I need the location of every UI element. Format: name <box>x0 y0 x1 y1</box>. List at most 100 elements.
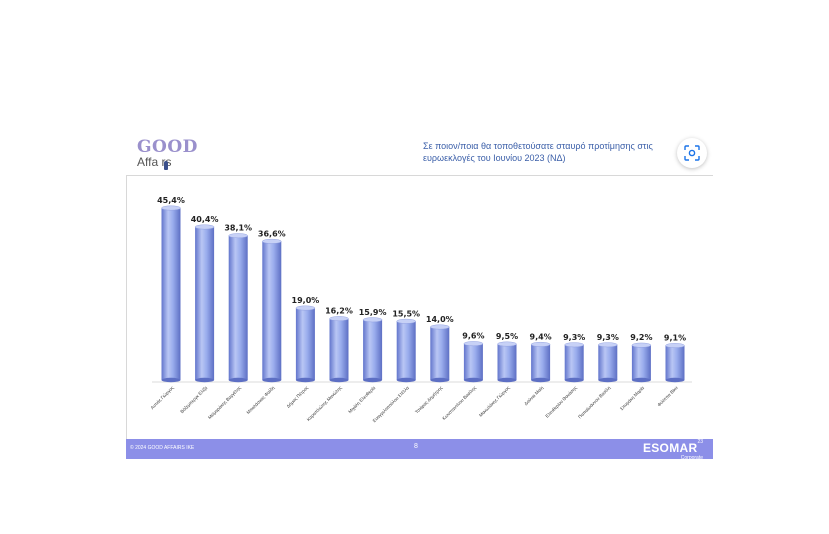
category-label-6: Καραπλιώτης Μανώλης <box>305 384 343 422</box>
bar-cap-8 <box>396 318 416 324</box>
bar-value-label-4: 36,6% <box>258 229 286 238</box>
bars-group: 45,4% Αυτιάς Γιώργος 40,4% Βόζεμπεργκ Ελίζα… <box>149 196 686 423</box>
bar-base-10 <box>463 377 483 383</box>
bar-value-label-13: 9,3% <box>563 333 585 342</box>
bar-base-16 <box>665 377 685 383</box>
logo-good-text: GOOD <box>137 137 198 157</box>
bar-value-label-5: 19,0% <box>292 296 320 305</box>
bar-cap-2 <box>194 224 215 230</box>
bar-base-5 <box>295 377 315 383</box>
bar-value-label-14: 9,3% <box>597 333 619 342</box>
bar-cap-6 <box>329 316 349 322</box>
bar-cap-11 <box>497 341 517 347</box>
bar-value-label-6: 16,2% <box>325 307 353 316</box>
left-divider <box>126 175 127 440</box>
bar-13 <box>564 344 584 380</box>
logo-pin-icon <box>164 161 168 170</box>
bar-8 <box>396 321 416 380</box>
bar-base-1 <box>161 377 181 383</box>
bar-base-8 <box>396 377 416 383</box>
bar-15 <box>631 345 651 380</box>
good-affairs-logo: GOOD Affa rs <box>137 137 217 177</box>
bar-cap-3 <box>228 233 248 239</box>
bar-cap-7 <box>362 317 383 323</box>
bar-cap-9 <box>430 324 450 330</box>
bar-base-3 <box>228 377 248 383</box>
bar-value-label-3: 38,1% <box>224 224 252 233</box>
bar-16 <box>665 345 685 380</box>
bar-base-13 <box>564 377 584 383</box>
bar-12 <box>531 344 551 380</box>
category-label-9: Τσιάρας Δημήτρης <box>413 384 444 415</box>
bar-cap-15 <box>631 342 652 348</box>
bar-cap-1 <box>161 205 181 211</box>
bar-11 <box>497 344 517 380</box>
bar-value-label-2: 40,4% <box>191 215 219 224</box>
bar-value-label-16: 9,1% <box>664 334 686 343</box>
bar-value-label-11: 9,5% <box>496 332 518 341</box>
category-label-4: Μπαλάσκας Φαίδη <box>245 384 276 415</box>
bar-value-label-8: 15,5% <box>392 309 420 318</box>
question-line-2: ευρωεκλογές του Ιουνίου 2023 (ΝΔ) <box>423 153 566 163</box>
bar-cap-13 <box>564 342 584 348</box>
category-label-11: Μανωλάκης Γιώργος <box>477 384 511 418</box>
bar-1 <box>161 208 181 380</box>
page-number: 8 <box>414 443 418 450</box>
bar-value-label-7: 15,9% <box>359 308 387 317</box>
lens-button[interactable] <box>677 138 707 168</box>
category-label-7: Μιχάλη Ελευθερία <box>347 384 377 414</box>
bar-value-label-10: 9,6% <box>462 332 484 341</box>
category-label-3: Μεϊμαράκης Βαγγέλης <box>206 384 242 420</box>
bar-2 <box>195 226 215 380</box>
bar-cap-10 <box>463 341 484 347</box>
bar-base-15 <box>631 377 651 383</box>
bar-9 <box>430 326 450 380</box>
category-label-14: Παπαϊωάννου Βασίλη <box>577 384 612 419</box>
category-label-16: Φιλίππα Βίκυ <box>656 385 679 408</box>
bar-base-4 <box>262 377 282 383</box>
category-label-1: Αυτιάς Γιώργος <box>149 384 175 410</box>
bar-10 <box>463 343 483 380</box>
question-title: Σε ποιον/ποια θα τοποθετούσατε σταυρό πρ… <box>423 140 685 164</box>
bar-5 <box>295 308 315 380</box>
bar-base-2 <box>195 377 215 383</box>
bar-chart: 45,4% Αυτιάς Γιώργος 40,4% Βόζεμπεργκ Ελίζα… <box>149 196 692 423</box>
footer-bar: © 2024 GOOD AFFAIRS ΙΚΕ 8 ESOMAR23 Corpo… <box>126 439 713 461</box>
logo-affairs-text: Affa rs <box>137 155 172 169</box>
bar-base-7 <box>363 377 383 383</box>
category-label-13: Ελευθερίου Θανάσης <box>544 384 579 419</box>
category-label-8: Ευαγγελοπούλου Στέλλα <box>371 384 410 423</box>
bar-value-label-1: 45,4% <box>157 196 185 205</box>
bar-cap-5 <box>295 305 316 311</box>
esomar-logo: ESOMAR23 Corporate <box>643 439 703 461</box>
esomar-sup: 23 <box>697 439 703 445</box>
category-label-5: Δήμας Πέτρος <box>285 384 310 409</box>
bar-4 <box>262 241 282 380</box>
category-label-15: Σπυράκη Μαρία <box>618 384 645 411</box>
bar-cap-12 <box>530 341 551 347</box>
top-divider <box>126 175 713 176</box>
bar-base-14 <box>598 377 618 383</box>
bar-base-6 <box>329 377 349 383</box>
bar-7 <box>363 319 383 380</box>
bar-base-12 <box>531 377 551 383</box>
category-label-12: Δούνια Μαίη <box>522 384 544 406</box>
bar-cap-4 <box>262 238 282 244</box>
category-label-2: Βόζεμπεργκ Ελίζα <box>179 384 209 414</box>
bar-6 <box>329 318 349 380</box>
esomar-corporate: Corporate <box>680 455 703 461</box>
bar-value-label-12: 9,4% <box>530 332 552 341</box>
bar-base-11 <box>497 377 517 383</box>
bar-14 <box>598 344 618 380</box>
copyright-text: © 2024 GOOD AFFAIRS ΙΚΕ <box>130 445 195 451</box>
bar-cap-14 <box>598 342 618 348</box>
bar-cap-16 <box>665 343 685 348</box>
bar-3 <box>228 235 248 380</box>
bar-value-label-15: 9,2% <box>630 333 652 342</box>
bar-value-label-9: 14,0% <box>426 315 454 324</box>
esomar-word: ESOMAR <box>642 441 698 455</box>
question-line-1: Σε ποιον/ποια θα τοποθετούσατε σταυρό πρ… <box>423 141 653 151</box>
bar-base-9 <box>430 377 450 383</box>
lens-icon <box>684 145 700 161</box>
